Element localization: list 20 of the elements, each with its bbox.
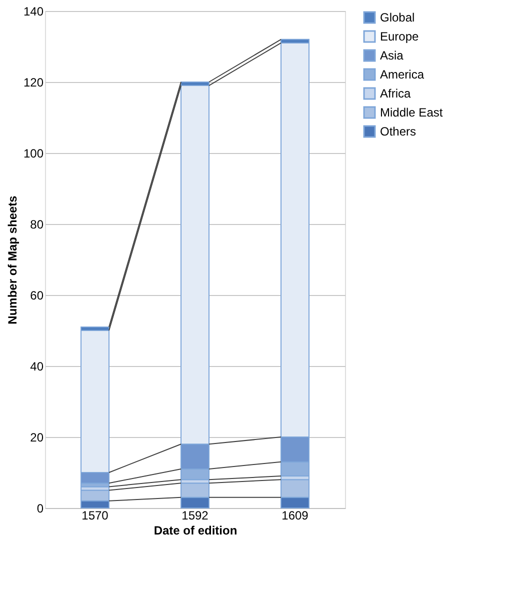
x-tick-label: 1592 — [182, 508, 209, 522]
y-tick-label: 140 — [23, 4, 44, 18]
y-axis-title: Number of Map sheets — [5, 195, 20, 324]
legend-label: Asia — [380, 48, 404, 62]
legend-label: America — [380, 68, 424, 82]
y-tick-label: 100 — [23, 146, 44, 160]
y-tick-label: 40 — [30, 360, 44, 374]
legend-label: Europe — [380, 30, 420, 44]
y-tick-label: 80 — [30, 218, 44, 232]
legend-label: Middle East — [380, 106, 444, 120]
y-tick-label: 20 — [30, 430, 44, 444]
legend-label: Global — [380, 10, 415, 24]
y-tick-label: 0 — [36, 502, 44, 516]
y-tick-label: 120 — [23, 76, 44, 90]
legend-label: Africa — [380, 86, 411, 100]
y-tick-label: 60 — [30, 288, 44, 302]
x-tick-label: 1570 — [82, 508, 109, 522]
x-axis-title: Date of edition — [154, 524, 238, 538]
x-tick-label: 1609 — [282, 508, 309, 522]
legend-label: Others — [380, 124, 416, 138]
